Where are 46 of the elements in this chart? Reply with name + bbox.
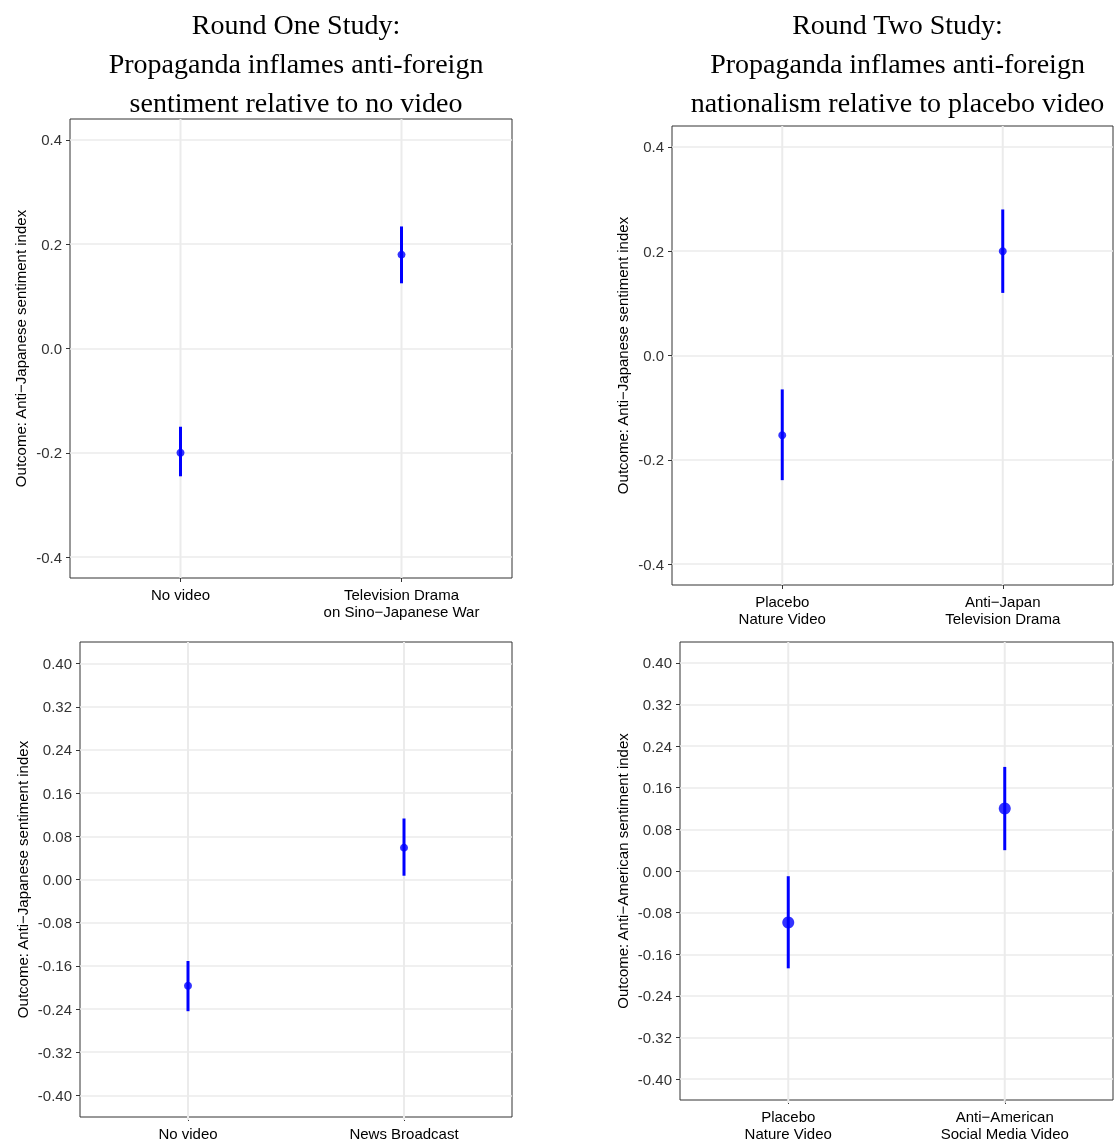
y-tick-label: 0.00: [642, 862, 672, 880]
y-tick-label: -0.4: [36, 548, 62, 566]
x-tick-label: News Broadcast: [349, 1125, 460, 1142]
y-tick-label: 0.16: [642, 779, 672, 797]
y-tick-label: 0.40: [642, 654, 672, 672]
y-tick-label: -0.16: [37, 957, 72, 975]
x-tick-label: Television Drama on Sino−Japanese War: [323, 586, 480, 620]
y-axis-title: Outcome: Anti−Japanese sentiment index: [14, 740, 31, 1019]
y-tick-label: -0.2: [638, 451, 664, 469]
x-tick-label: Anti−Japan Television Drama: [945, 593, 1061, 627]
y-tick-label: 0.00: [42, 871, 72, 888]
y-tick-label: 0.4: [41, 131, 62, 149]
x-tick-label: No video: [158, 1125, 218, 1142]
y-tick-label: 0.32: [642, 695, 672, 713]
y-tick-label: -0.40: [637, 1070, 672, 1088]
y-tick-label: 0.24: [642, 737, 672, 755]
x-tick-label: Placebo Nature Video: [738, 593, 826, 627]
y-tick-label: -0.16: [637, 945, 672, 963]
y-tick-label: -0.2: [36, 444, 62, 462]
y-axis-title: Outcome: Anti−American sentiment index: [614, 732, 631, 1009]
y-tick-label: 0.4: [643, 138, 664, 156]
x-tick-label: No video: [150, 586, 211, 603]
y-tick-label: 0.24: [42, 741, 72, 759]
x-tick-label: Anti−American Social Media Video: [940, 1108, 1069, 1142]
y-tick-label: -0.4: [638, 555, 664, 573]
y-tick-label: -0.40: [37, 1086, 72, 1104]
y-tick-label: -0.08: [637, 904, 672, 922]
y-tick-label: 0.16: [42, 784, 72, 802]
x-tick-label: Placebo Nature Video: [744, 1108, 832, 1142]
y-tick-label: -0.32: [37, 1043, 72, 1061]
chart-title: Round One Study: Propaganda inflames anti-foreign sentiment relative to no video: [108, 9, 484, 118]
y-tick-label: 0.2: [643, 242, 664, 260]
y-tick-label: 0.2: [41, 235, 62, 253]
y-tick-label: 0.08: [42, 827, 72, 845]
y-tick-label: -0.32: [637, 1029, 672, 1047]
y-tick-label: 0.0: [643, 347, 664, 364]
y-tick-label: -0.24: [637, 987, 672, 1005]
chart-title: Round Two Study: Propaganda inflames anti-foreign nationalism relative to placebo video: [690, 9, 1105, 118]
y-axis-title: Outcome: Anti−Japanese sentiment index: [12, 209, 29, 488]
y-tick-label: 0.32: [42, 698, 72, 716]
y-axis-title: Outcome: Anti−Japanese sentiment index: [614, 216, 631, 495]
y-tick-label: 0.08: [642, 820, 672, 838]
y-tick-label: -0.08: [37, 914, 72, 932]
y-tick-label: 0.40: [42, 655, 72, 673]
y-tick-label: 0.0: [41, 340, 62, 357]
y-tick-label: -0.24: [37, 1000, 72, 1018]
